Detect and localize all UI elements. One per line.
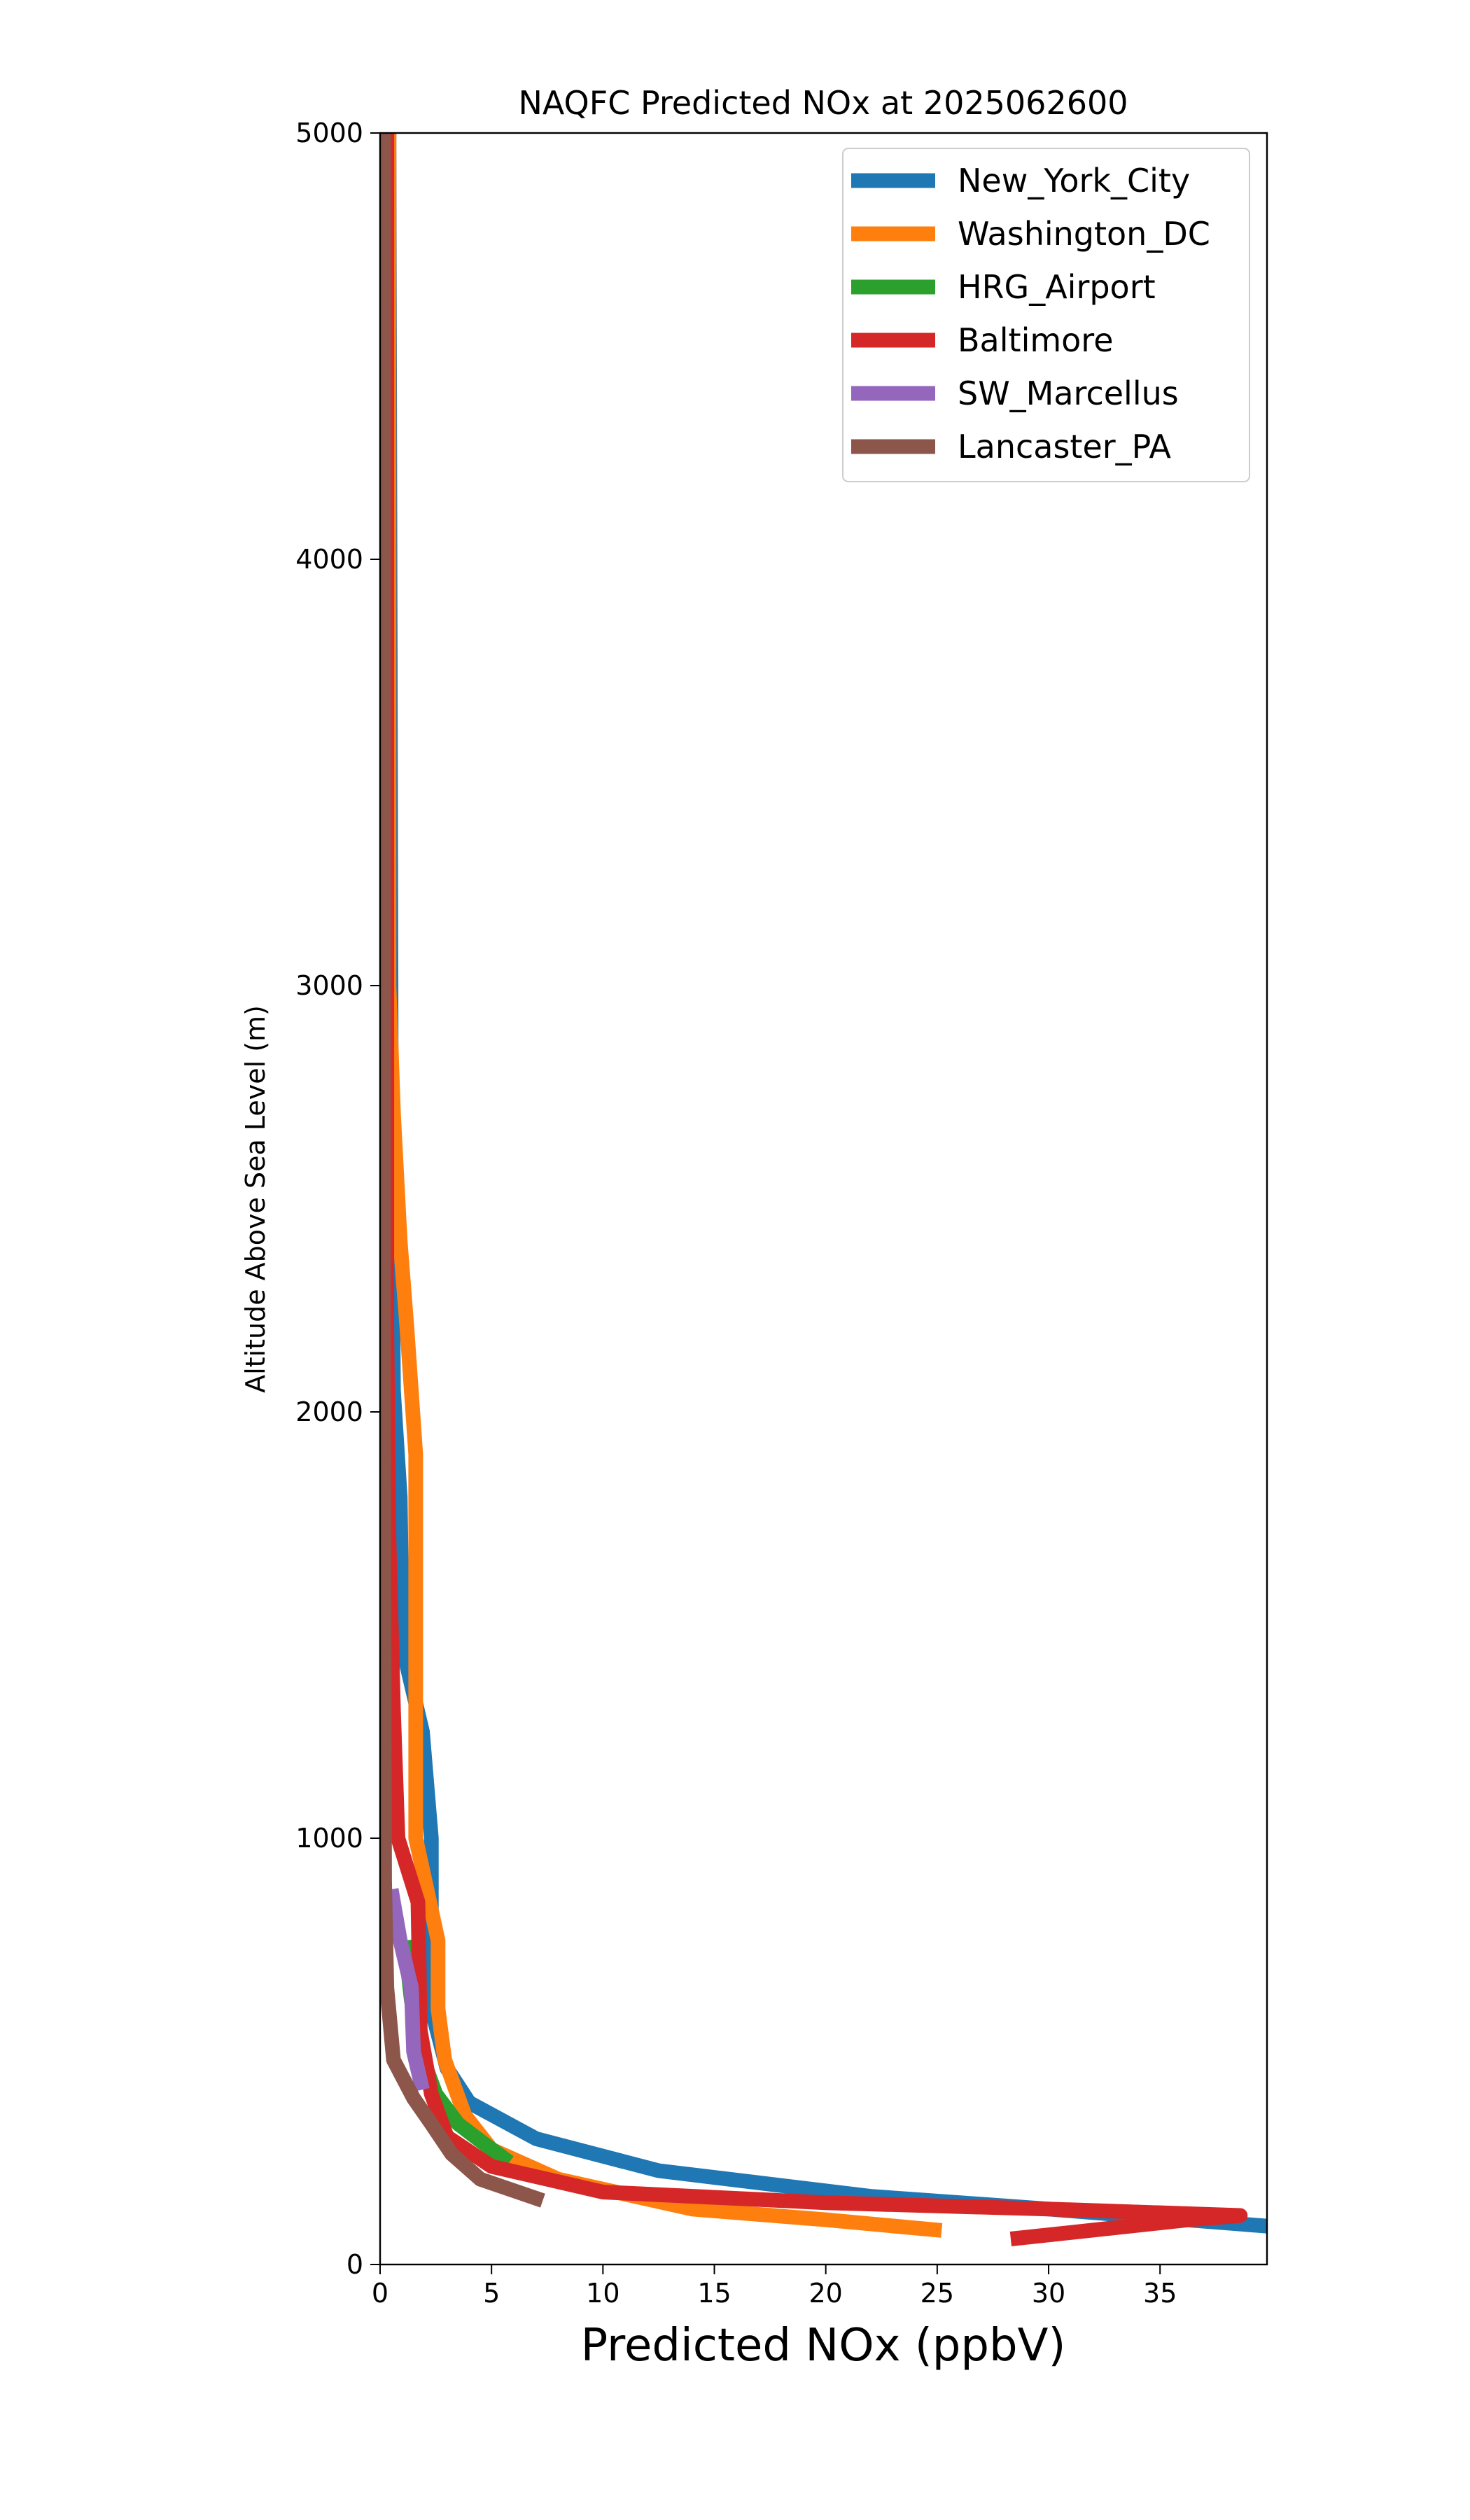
x-tick-label: 15 [697, 2278, 731, 2309]
y-tick-label: 3000 [295, 970, 363, 1001]
legend-label: HRG_Airport [958, 268, 1156, 306]
y-tick-label: 2000 [295, 1396, 363, 1427]
x-tick-label: 0 [372, 2278, 388, 2309]
y-tick-label: 5000 [295, 118, 363, 148]
chart-title: NAQFC Predicted NOx at 2025062600 [518, 84, 1128, 122]
plot-frame [379, 132, 1268, 2266]
x-tick-label: 25 [920, 2278, 954, 2309]
y-axis-label: Altitude Above Sea Level (m) [240, 1005, 271, 1393]
x-tick-label: 20 [809, 2278, 843, 2309]
legend-label: Baltimore [958, 321, 1114, 359]
x-axis-label: Predicted NOx (ppbV) [581, 2320, 1066, 2372]
series-line-lancaster-pa [380, 133, 545, 2208]
legend-label: New_York_City [958, 162, 1190, 200]
legend-frame [842, 148, 1250, 482]
legend: New_York_City Washington_DC HRG_Airport Bal… [842, 148, 1250, 482]
x-tick-label: 10 [586, 2278, 620, 2309]
y-tick-label: 4000 [295, 544, 363, 575]
y-tick-label: 1000 [295, 1823, 363, 1854]
x-tick-label: 5 [483, 2278, 500, 2309]
x-tick-label: 35 [1143, 2278, 1177, 2309]
legend-label: SW_Marcellus [958, 374, 1179, 412]
legend-label: Lancaster_PA [958, 428, 1171, 465]
legend-label: Washington_DC [958, 215, 1210, 253]
y-tick-label: 0 [346, 2249, 363, 2280]
series-line-sw-marcellus [384, 1888, 430, 2092]
series-layer [380, 133, 1267, 2246]
x-tick-label: 30 [1032, 2278, 1065, 2309]
y-axis-ticks: 0 1000 2000 3000 4000 5000 [295, 118, 380, 2280]
x-axis-ticks: 0 5 10 15 20 25 30 35 [372, 2264, 1177, 2309]
